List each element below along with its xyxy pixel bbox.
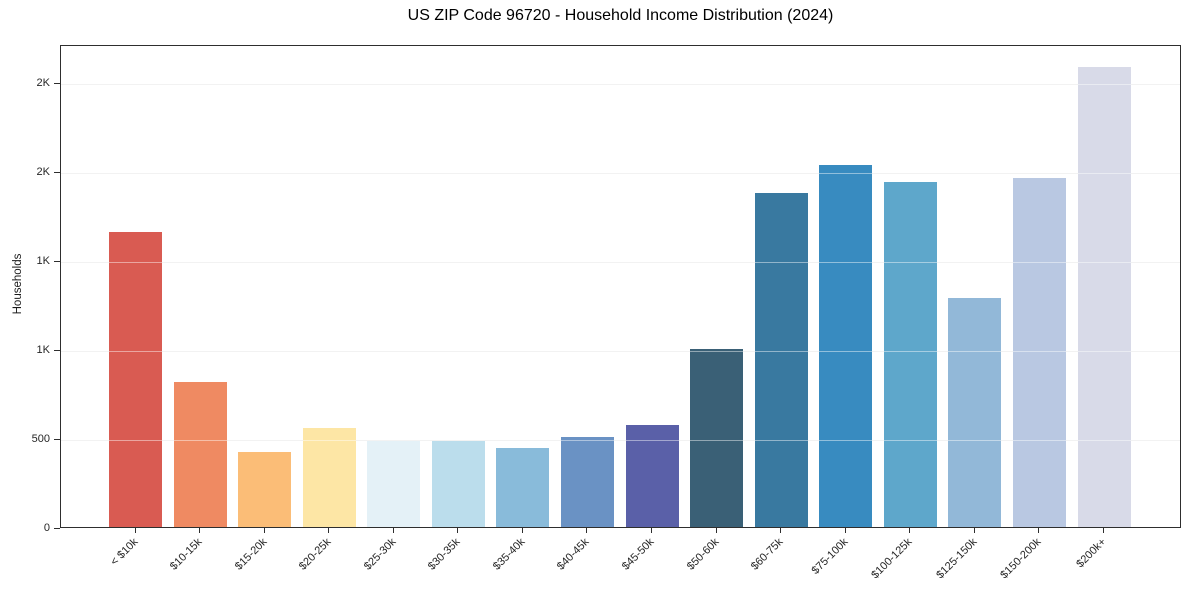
gridline-overlay — [61, 173, 1180, 175]
y-tick-label: 1K — [36, 255, 50, 268]
x-tick-mark — [263, 528, 265, 533]
y-tick-mark — [54, 261, 60, 263]
y-tick-mark — [54, 350, 60, 352]
y-tick-mark — [54, 528, 60, 529]
gridline-overlay — [61, 84, 1180, 86]
x-tick-mark — [1103, 528, 1105, 533]
gridline-overlay — [61, 440, 1180, 442]
gridline — [61, 173, 1180, 175]
bar-75-100k — [819, 164, 873, 527]
bar-10-15k — [173, 382, 227, 527]
x-tick-mark — [328, 528, 330, 533]
chart-title: US ZIP Code 96720 - Household Income Dis… — [407, 7, 834, 24]
x-tick-mark — [844, 528, 846, 533]
y-tick-label: 0 — [43, 522, 50, 534]
x-tick-mark — [1038, 528, 1040, 533]
bar-60-75k — [754, 192, 808, 527]
bar-50-60k — [690, 348, 744, 527]
gridline-overlay — [61, 262, 1180, 264]
bar-40-45k — [560, 436, 614, 527]
bar-200k — [1077, 66, 1131, 527]
bar-15-20k — [238, 451, 292, 527]
x-tick-mark — [457, 528, 459, 533]
bar-30-35k — [431, 440, 485, 527]
y-tick-label: 2K — [36, 77, 50, 90]
plot-area — [60, 45, 1181, 528]
x-tick-mark — [586, 528, 588, 533]
y-axis-label: Households — [12, 253, 24, 315]
x-tick-mark — [715, 528, 717, 533]
x-tick-mark — [521, 528, 523, 533]
bar-10k — [109, 232, 162, 527]
x-tick-mark — [780, 528, 782, 533]
gridline — [61, 440, 1180, 442]
bar-25-30k — [367, 441, 421, 527]
y-tick-label: 500 — [31, 433, 50, 446]
y-tick-mark — [54, 439, 60, 441]
bar-35-40k — [496, 447, 550, 527]
x-tick-mark — [973, 528, 975, 533]
bar-125-150k — [948, 297, 1002, 527]
x-tick-mark — [651, 528, 653, 533]
x-tick-mark — [392, 528, 394, 533]
y-tick-label: 1K — [36, 344, 50, 357]
gridline-overlay — [61, 351, 1180, 353]
bar-150-200k — [1012, 177, 1066, 527]
x-tick-mark — [134, 528, 136, 533]
y-tick-mark — [54, 172, 60, 174]
y-tick-label: 2K — [36, 166, 50, 179]
y-tick-mark — [54, 83, 60, 85]
gridline — [61, 262, 1180, 264]
bar-100-125k — [883, 181, 937, 527]
x-tick-label: < $10k — [107, 536, 140, 569]
x-tick-mark — [909, 528, 911, 533]
x-tick-mark — [199, 528, 201, 533]
bar-20-25k — [302, 428, 356, 527]
gridline — [61, 351, 1180, 353]
gridline — [61, 84, 1180, 86]
bar-45-50k — [625, 424, 679, 527]
